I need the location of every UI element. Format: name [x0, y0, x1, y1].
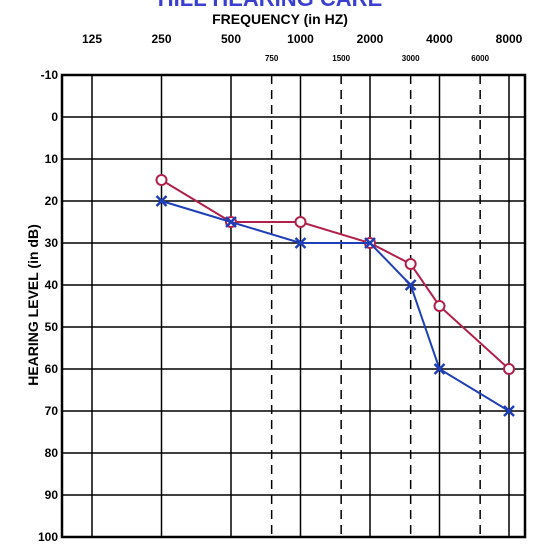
- title-fragment: HILL HEARING CARE: [158, 0, 383, 11]
- x-mid-tick-label: 6000: [471, 54, 489, 63]
- x-mid-tick-label: 3000: [402, 54, 420, 63]
- data-point-circle: [503, 363, 515, 375]
- y-tick-label: 80: [45, 446, 59, 460]
- y-tick-label: 20: [45, 194, 59, 208]
- x-marker-stroke: [404, 279, 417, 291]
- data-point-x: [433, 363, 446, 375]
- data-point-circle: [404, 258, 417, 270]
- data-point-x: [364, 237, 376, 249]
- data-point-x: [503, 405, 515, 417]
- x-tick-label: 4000: [426, 32, 453, 46]
- y-tick-label: 70: [45, 404, 59, 418]
- data-point-x: [225, 216, 237, 228]
- x-marker-stroke: [503, 405, 515, 417]
- y-tick-label: 40: [45, 278, 59, 292]
- y-tick-label: 100: [38, 530, 58, 544]
- data-point-x: [294, 237, 307, 249]
- y-axis-title: HEARING LEVEL (in dB): [25, 224, 41, 386]
- x-marker-stroke: [225, 216, 237, 228]
- x-tick-label: 500: [221, 32, 241, 46]
- data-point-circle: [294, 216, 307, 228]
- x-tick-label: 125: [82, 32, 102, 46]
- series-line-1: [160, 179, 510, 370]
- y-tick-label: -10: [41, 68, 59, 82]
- x-marker-stroke: [294, 237, 307, 249]
- data-point-x: [404, 279, 417, 291]
- data-point-x: [155, 195, 168, 207]
- y-tick-label: 50: [45, 320, 59, 334]
- y-tick-label: 90: [45, 488, 59, 502]
- x-axis-title: FREQUENCY (in HZ): [212, 11, 348, 27]
- data-point-circle: [155, 174, 168, 186]
- x-tick-label: 1000: [287, 32, 314, 46]
- svg-text:HILL HEARING CARE: HILL HEARING CARE: [158, 0, 383, 11]
- x-marker-stroke: [433, 363, 446, 375]
- data-point-circle: [433, 300, 446, 312]
- x-marker-stroke: [364, 237, 376, 249]
- y-tick-label: 10: [45, 152, 59, 166]
- x-marker-stroke: [155, 195, 168, 207]
- x-tick-label: 2000: [357, 32, 384, 46]
- x-mid-tick-label: 750: [265, 54, 279, 63]
- x-tick-label: 250: [151, 32, 171, 46]
- y-tick-label: 0: [51, 110, 58, 124]
- x-mid-tick-label: 1500: [332, 54, 350, 63]
- x-tick-label: 8000: [496, 32, 523, 46]
- plot-frame: [60, 73, 527, 539]
- y-tick-label: 60: [45, 362, 59, 376]
- y-tick-label: 30: [45, 236, 59, 250]
